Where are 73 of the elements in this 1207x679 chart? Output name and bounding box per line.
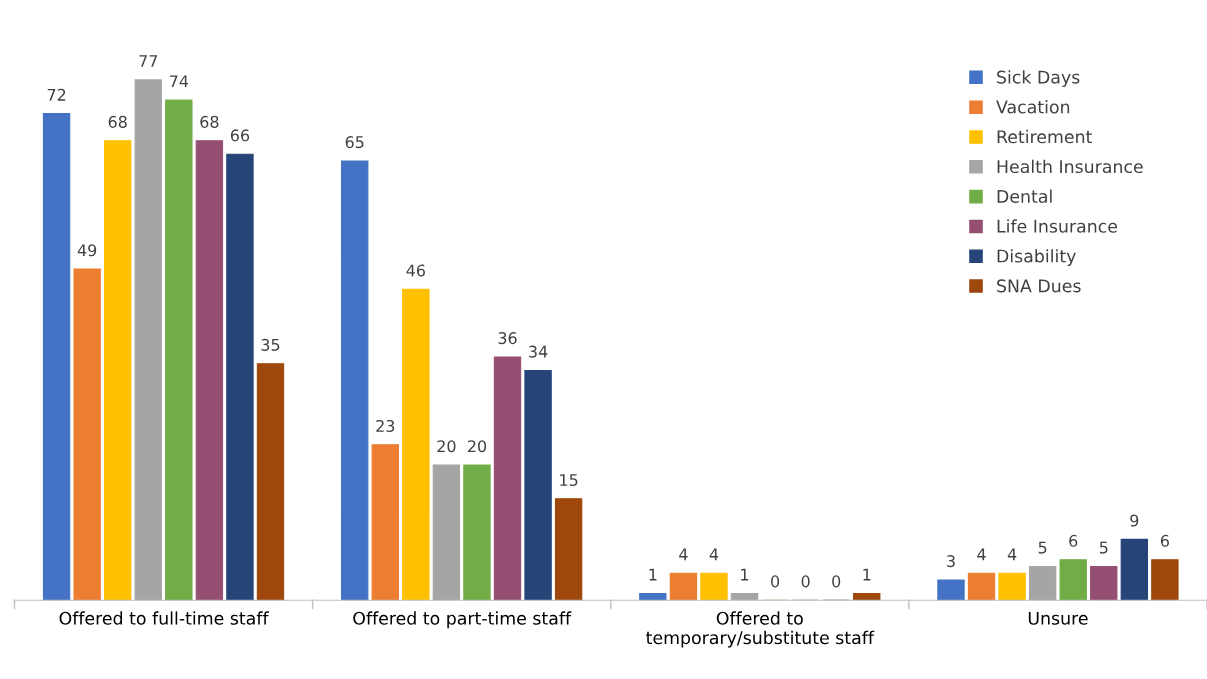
bar (700, 572, 728, 601)
bar (639, 592, 667, 601)
bar (554, 498, 583, 601)
x-tick-label: Offered to part-time staff (353, 611, 572, 629)
bar (73, 268, 101, 601)
data-label: 36 (498, 332, 517, 345)
data-label: 65 (345, 136, 364, 149)
data-label: 1 (863, 568, 871, 581)
bar (104, 140, 132, 601)
data-label: 20 (437, 440, 456, 453)
data-label: 4 (679, 548, 688, 561)
legend-label: Retirement (997, 129, 1092, 144)
data-label: 9 (1130, 514, 1139, 527)
legend-label: Sick Days (997, 70, 1080, 88)
legend-label: SNA Dues (997, 279, 1081, 293)
bar (341, 160, 369, 601)
data-label: 15 (560, 474, 578, 487)
data-label: 5 (1038, 541, 1047, 554)
bar (937, 579, 965, 601)
data-label: 3 (947, 555, 955, 568)
bar (463, 464, 491, 601)
bar (1090, 565, 1118, 601)
legend-label: Life Insurance (997, 219, 1118, 233)
data-label: 20 (467, 440, 487, 453)
bar (1151, 559, 1179, 601)
bar (371, 444, 399, 601)
data-label: 0 (832, 575, 841, 588)
legend-label: Vacation (996, 100, 1070, 114)
data-label: 6 (1069, 534, 1078, 547)
bar (134, 79, 162, 601)
data-label: 49 (77, 244, 97, 257)
bar (1059, 559, 1087, 601)
data-label: 77 (139, 55, 158, 67)
bar (226, 153, 254, 601)
bar (967, 572, 996, 601)
data-label: 0 (801, 575, 810, 588)
data-label: 66 (230, 129, 250, 142)
bar (256, 363, 285, 601)
bar (493, 356, 522, 601)
bar (524, 369, 552, 601)
data-label: 46 (406, 264, 425, 277)
legend-label: Disability (997, 249, 1076, 266)
bar (42, 113, 71, 601)
data-label: 4 (709, 548, 719, 561)
bar (730, 592, 759, 601)
bar (1120, 538, 1149, 601)
data-label: 6 (1160, 534, 1169, 547)
bar (165, 99, 193, 601)
x-tick-label: Offered to full-time staff (59, 611, 269, 625)
data-label: 68 (108, 115, 127, 128)
data-label: 72 (47, 88, 66, 101)
bar (402, 288, 430, 601)
data-label: 1 (741, 568, 749, 581)
bar (195, 140, 224, 601)
data-label: 34 (529, 345, 548, 358)
bar (432, 464, 461, 601)
data-label: 0 (771, 575, 780, 588)
data-label: 23 (376, 419, 395, 432)
legend-label: Health Insurance (997, 159, 1143, 174)
data-label: 4 (1007, 548, 1017, 561)
bar (998, 572, 1026, 601)
legend-label: Dental (997, 189, 1052, 203)
data-label: 35 (261, 338, 280, 351)
bar (669, 572, 698, 601)
data-label: 74 (169, 75, 189, 88)
data-label: 4 (977, 548, 986, 561)
x-tick-label: Unsure (1028, 611, 1088, 625)
bar (1028, 565, 1057, 601)
data-label: 5 (1099, 541, 1108, 554)
x-tick-label: Offered to temporary/substitute staff (646, 611, 875, 648)
data-label: 1 (649, 568, 657, 581)
bar (853, 592, 881, 601)
data-label: 68 (200, 115, 219, 128)
